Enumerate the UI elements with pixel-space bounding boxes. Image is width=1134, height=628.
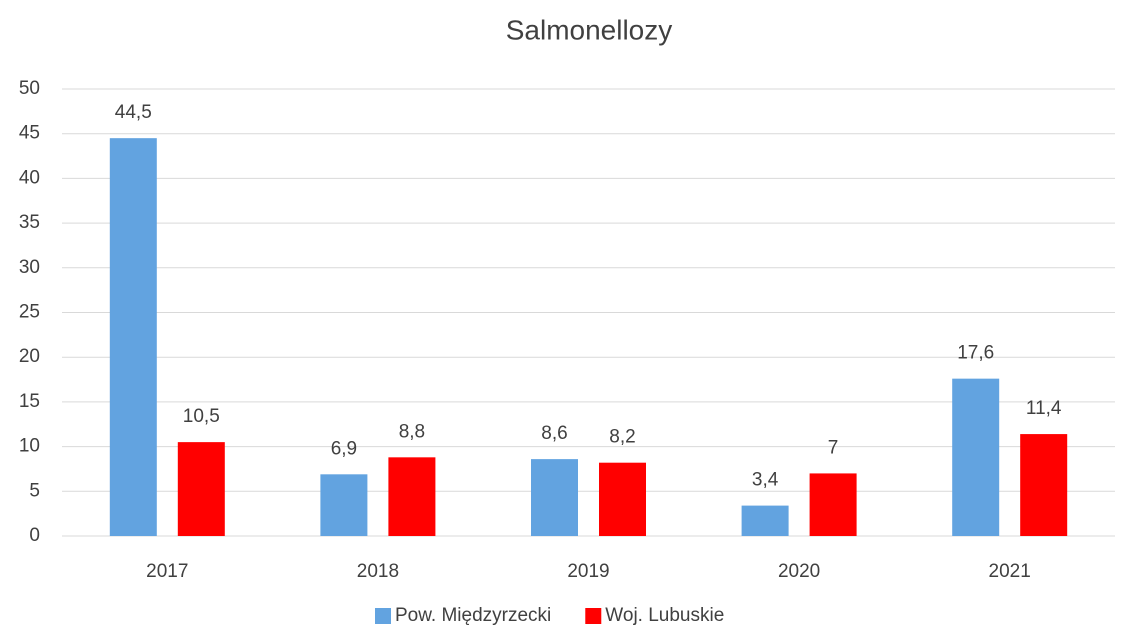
bar: [952, 378, 1000, 536]
data-label: 6,9: [331, 438, 357, 459]
chart-title: Salmonellozy: [506, 14, 673, 45]
legend-swatch: [375, 608, 391, 624]
bar: [388, 457, 436, 536]
data-label: 44,5: [115, 102, 152, 123]
data-label: 8,8: [399, 421, 425, 442]
y-tick-label: 45: [19, 123, 40, 144]
y-tick-label: 15: [19, 391, 40, 412]
bar: [531, 459, 578, 536]
bar: [1020, 434, 1068, 536]
y-tick-label: 10: [19, 436, 40, 457]
data-label: 11,4: [1026, 398, 1062, 419]
bar: [109, 138, 157, 537]
data-label: 10,5: [183, 406, 220, 427]
bar: [320, 474, 368, 536]
y-tick-label: 0: [29, 525, 40, 546]
bar: [177, 442, 225, 536]
y-tick-label: 35: [19, 212, 40, 233]
data-label: 8,2: [609, 427, 635, 448]
data-label: 8,6: [541, 423, 567, 444]
legend-label: Pow. Międzyrzecki: [395, 605, 551, 626]
legend-label: Woj. Lubuskie: [605, 605, 724, 626]
bar: [741, 505, 789, 536]
data-label: 17,6: [957, 343, 994, 364]
x-tick-label: 2020: [778, 561, 820, 582]
y-tick-label: 30: [19, 257, 40, 278]
bar: [599, 462, 646, 536]
x-tick-label: 2019: [567, 561, 609, 582]
legend-swatch: [585, 608, 602, 624]
y-tick-label: 40: [19, 167, 40, 188]
data-label: 7: [828, 437, 839, 458]
data-label: 3,4: [752, 470, 779, 491]
x-tick-label: 2018: [357, 561, 399, 582]
y-tick-label: 20: [19, 346, 40, 367]
y-tick-label: 25: [19, 302, 40, 323]
bar: [809, 473, 857, 536]
y-tick-label: 50: [19, 78, 40, 99]
x-tick-label: 2021: [989, 561, 1031, 582]
x-tick-label: 2017: [146, 561, 188, 582]
y-tick-label: 5: [29, 480, 40, 501]
